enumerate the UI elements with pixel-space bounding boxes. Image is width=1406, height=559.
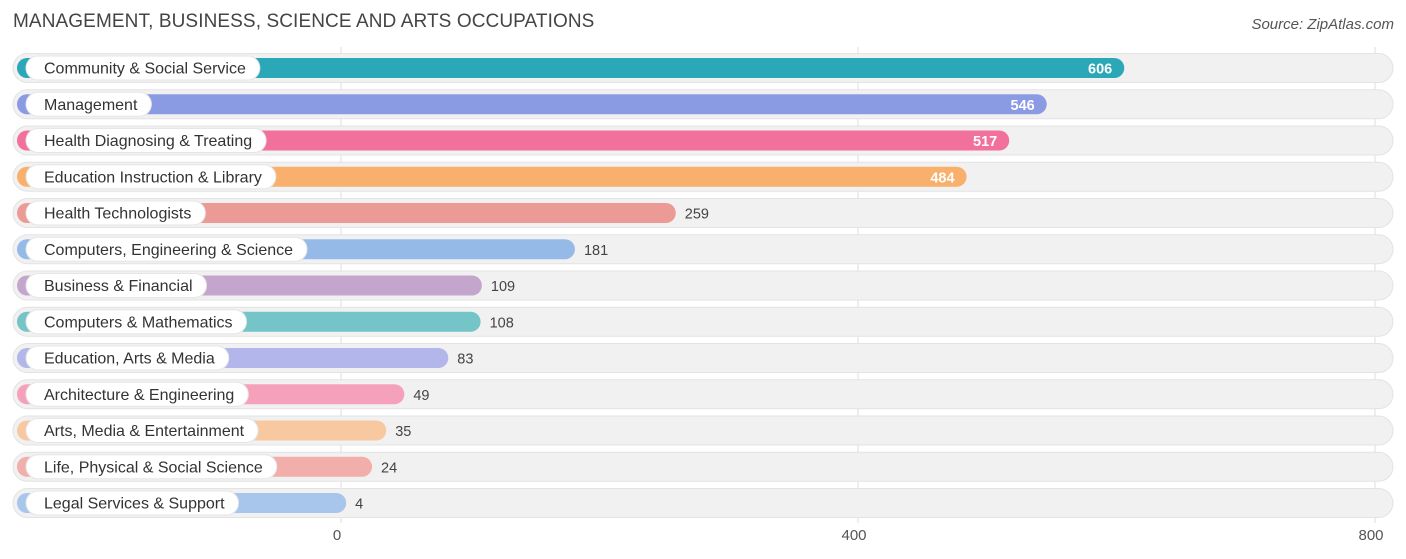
- category-label: Education Instruction & Library: [44, 169, 262, 186]
- category-label: Health Diagnosing & Treating: [44, 133, 252, 150]
- category-label: Computers & Mathematics: [44, 314, 233, 331]
- category-label: Management: [44, 97, 138, 114]
- category-label: Business & Financial: [44, 278, 193, 295]
- value-label: 49: [413, 388, 429, 404]
- bar-track: [12, 488, 1394, 518]
- category-label: Legal Services & Support: [44, 496, 225, 513]
- bar: [17, 94, 1047, 115]
- value-label: 484: [930, 170, 954, 186]
- category-label: Health Technologists: [44, 206, 191, 223]
- category-label-pill: [25, 236, 308, 262]
- category-label-pill: [25, 381, 249, 407]
- category-label-pill: [25, 309, 248, 335]
- category-label: Computers, Engineering & Science: [44, 242, 293, 259]
- category-label: Education, Arts & Media: [44, 351, 215, 368]
- category-label-pill: [25, 454, 278, 480]
- category-label: Community & Social Service: [44, 61, 246, 78]
- category-label-pill: [25, 490, 240, 516]
- chart-title: MANAGEMENT, BUSINESS, SCIENCE AND ARTS O…: [13, 11, 595, 32]
- category-label: Architecture & Engineering: [44, 387, 234, 404]
- category-label-pill: [25, 200, 206, 226]
- value-label: 35: [395, 424, 411, 440]
- category-label-pill: [25, 128, 267, 153]
- category-label-pill: [25, 273, 208, 298]
- tick-label: 0: [333, 527, 341, 544]
- category-label: Arts, Media & Entertainment: [44, 423, 245, 440]
- category-label-pill: [25, 91, 152, 117]
- value-label: 108: [490, 315, 514, 331]
- value-label: 181: [584, 243, 608, 259]
- value-label: 606: [1088, 62, 1112, 78]
- category-label: Life, Physical & Social Science: [44, 459, 263, 476]
- category-label-pill: [25, 418, 259, 443]
- value-label: 259: [685, 207, 709, 223]
- category-label-pill: [25, 55, 261, 81]
- value-label: 24: [381, 460, 397, 476]
- category-label-pill: [25, 164, 277, 190]
- tick-label: 800: [1358, 527, 1383, 544]
- value-label: 83: [457, 352, 473, 368]
- tick-label: 400: [841, 527, 866, 544]
- value-label: 4: [355, 497, 363, 513]
- bar: [17, 58, 1125, 78]
- value-label: 109: [491, 279, 515, 295]
- value-label: 517: [973, 134, 997, 150]
- value-label: 546: [1011, 98, 1035, 114]
- category-label-pill: [25, 345, 230, 371]
- source-label: Source: ZipAtlas.com: [1251, 16, 1394, 33]
